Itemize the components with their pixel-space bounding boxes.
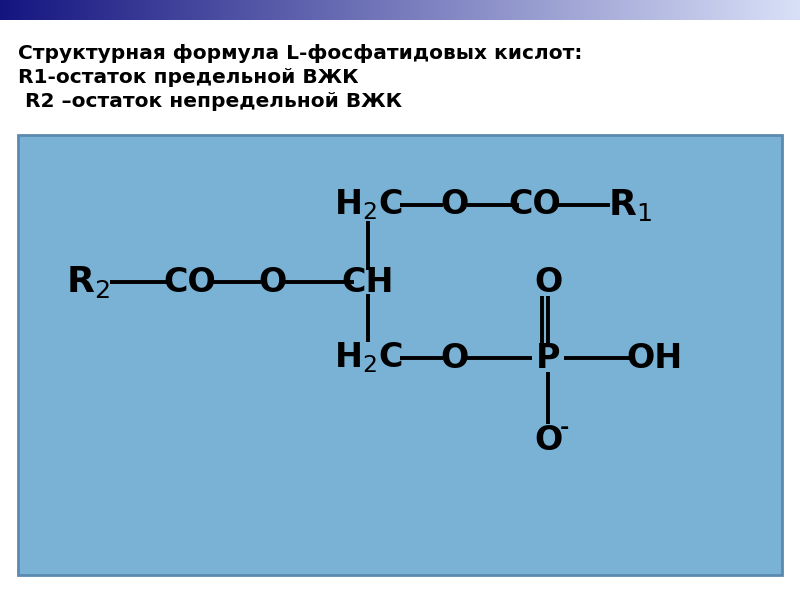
Text: R$_2$: R$_2$ bbox=[66, 264, 110, 300]
Text: R$_1$: R$_1$ bbox=[608, 187, 652, 223]
Text: CO: CO bbox=[164, 265, 216, 298]
Text: OH: OH bbox=[627, 341, 683, 374]
Text: CO: CO bbox=[509, 188, 562, 221]
Text: H$_2$C: H$_2$C bbox=[334, 188, 402, 223]
Text: O: O bbox=[534, 424, 562, 457]
Text: O: O bbox=[441, 188, 469, 221]
Text: -: - bbox=[559, 418, 569, 438]
Text: P: P bbox=[536, 341, 560, 374]
Text: O: O bbox=[534, 265, 562, 298]
Text: R2 –остаток непредельной ВЖК: R2 –остаток непредельной ВЖК bbox=[18, 92, 402, 111]
Text: R1-остаток предельной ВЖК: R1-остаток предельной ВЖК bbox=[18, 68, 358, 87]
Text: Структурная формула L-фосфатидовых кислот:: Структурная формула L-фосфатидовых кисло… bbox=[18, 44, 582, 63]
FancyBboxPatch shape bbox=[18, 135, 782, 575]
Text: H$_2$C: H$_2$C bbox=[334, 341, 402, 376]
Text: O: O bbox=[441, 341, 469, 374]
Text: O: O bbox=[259, 265, 287, 298]
Text: CH: CH bbox=[342, 265, 394, 298]
